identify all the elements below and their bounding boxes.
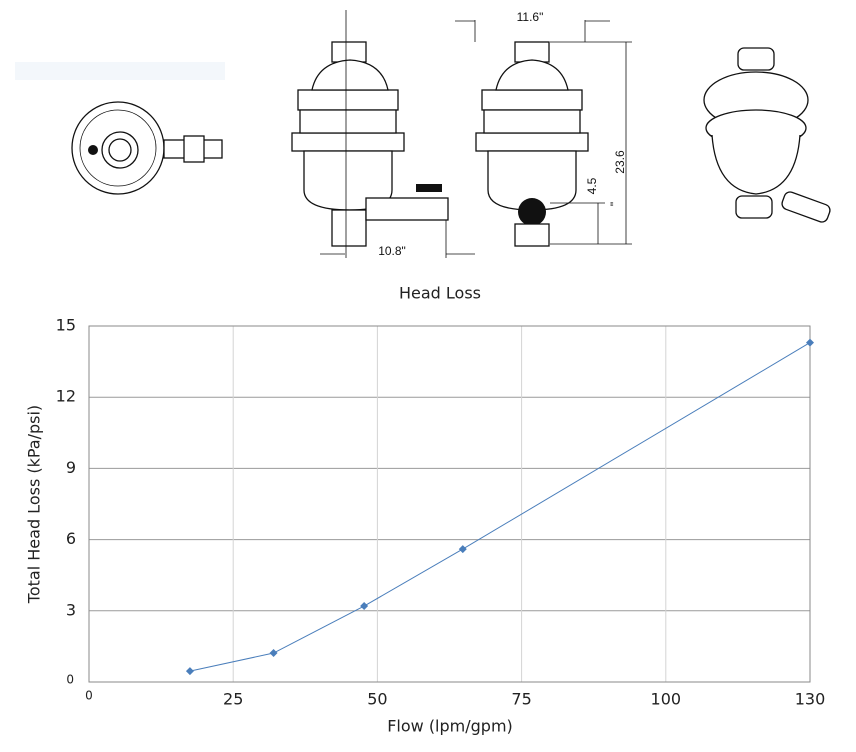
y-tick-label: 15 bbox=[56, 316, 76, 335]
x-axis-label: Flow (lpm/gpm) bbox=[387, 717, 513, 736]
dimension-label: " bbox=[608, 202, 622, 206]
dimension-label: 11.6" bbox=[517, 10, 544, 24]
x-tick-label: 75 bbox=[511, 690, 531, 709]
plot-border bbox=[88, 325, 811, 683]
iso-view bbox=[703, 47, 831, 223]
y-tick-label: 0 bbox=[66, 673, 74, 687]
x-tick-label: 0 bbox=[85, 689, 93, 703]
x-tick-label: 50 bbox=[367, 690, 387, 709]
x-tick-label: 25 bbox=[223, 690, 243, 709]
dimension-label: 23.6 bbox=[613, 150, 627, 174]
x-tick-label: 130 bbox=[795, 690, 826, 709]
marker bbox=[806, 338, 814, 347]
dimension-label: 4.5 bbox=[585, 177, 599, 194]
plot-area: 0 3 6 9 12 15 0 25 50 75 100 130 bbox=[56, 316, 826, 709]
line bbox=[189, 342, 811, 672]
marker bbox=[185, 667, 194, 676]
side-view bbox=[320, 20, 632, 258]
dimension-label: 10.8" bbox=[378, 244, 406, 258]
front-view bbox=[291, 10, 449, 258]
x-tick-label: 100 bbox=[651, 690, 682, 709]
y-axis-label: Total Head Loss (kPa/psi) bbox=[25, 405, 44, 604]
product-drawings bbox=[15, 10, 831, 258]
marker bbox=[458, 545, 467, 554]
top-view bbox=[71, 101, 223, 195]
highlight-band bbox=[15, 62, 225, 80]
y-tick-label: 12 bbox=[56, 387, 76, 406]
y-tick-label: 6 bbox=[66, 529, 76, 548]
chart-title: Head Loss bbox=[399, 284, 481, 303]
y-tick-label: 3 bbox=[66, 600, 76, 619]
y-tick-label: 9 bbox=[66, 458, 76, 477]
marker bbox=[360, 602, 369, 611]
marker bbox=[269, 649, 278, 658]
